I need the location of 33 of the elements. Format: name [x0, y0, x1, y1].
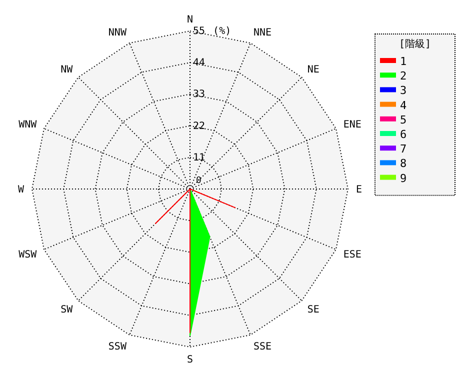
legend-label: 1: [400, 55, 407, 68]
legend-label: 3: [400, 84, 407, 98]
y-tick-label: 55: [193, 26, 206, 37]
spoke-label: SSW: [108, 342, 128, 353]
spoke-label: W: [18, 184, 25, 196]
spoke-label: SW: [60, 304, 74, 316]
y-tick-label: 44: [193, 58, 206, 69]
spoke-label: NW: [60, 64, 74, 76]
y-tick-label: 11: [193, 152, 206, 164]
legend-label: 8: [400, 157, 407, 170]
y-tick-label: 0: [196, 176, 202, 186]
text: (%): [213, 26, 232, 37]
legend-label: 6: [400, 128, 407, 141]
y-tick-label: 33: [193, 89, 206, 100]
spoke-label: SSE: [254, 342, 272, 353]
spoke-label: E: [356, 184, 362, 196]
spoke-label: WSW: [18, 250, 38, 261]
legend-label: 5: [400, 113, 407, 126]
spoke-label: NNW: [108, 27, 128, 38]
spoke-label: NNE: [254, 27, 272, 38]
legend-label: 4: [400, 98, 407, 112]
legend-label: 2: [400, 70, 407, 83]
spoke-label: NE: [307, 64, 320, 76]
spoke-label: WNW: [18, 119, 38, 130]
spoke-label: SE: [307, 304, 320, 316]
y-tick-label: 22: [193, 120, 206, 132]
legend-label: 7: [400, 142, 407, 156]
legend-label: 9: [400, 172, 407, 185]
spoke-label: N: [186, 14, 194, 26]
legend-title: [階級]: [398, 38, 432, 50]
spoke-label: S: [186, 354, 194, 366]
spoke-label: ESE: [343, 250, 362, 261]
spoke-label: ENE: [343, 119, 362, 130]
